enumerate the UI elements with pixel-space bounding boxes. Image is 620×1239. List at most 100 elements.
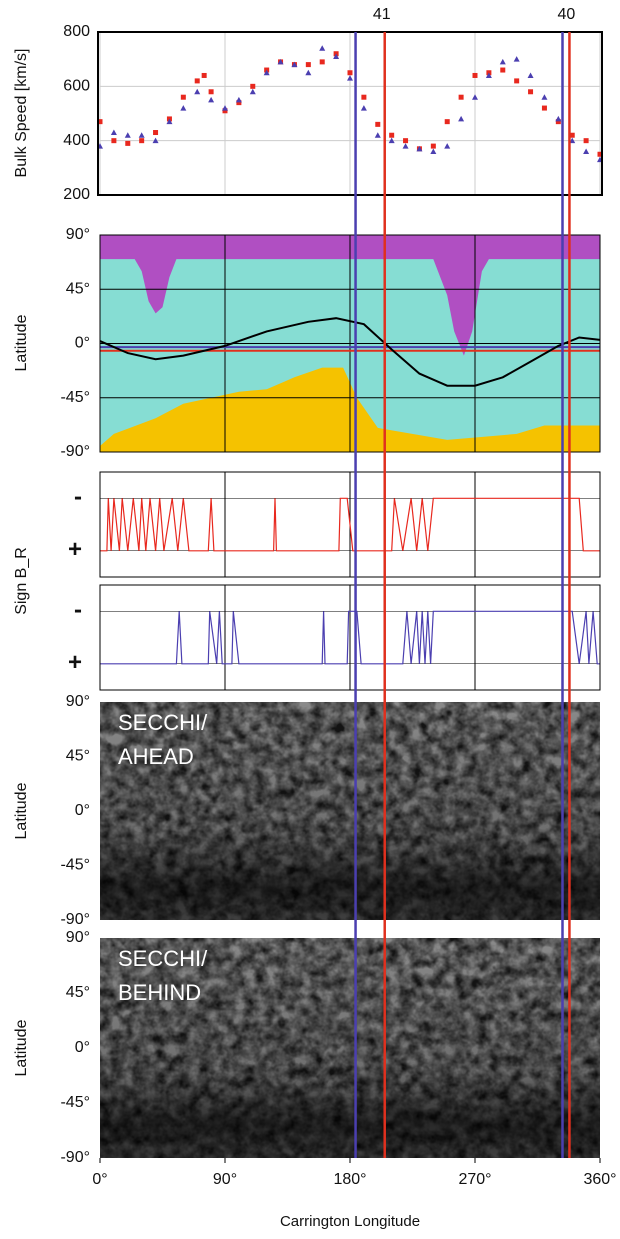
data-point	[555, 115, 562, 122]
data-point	[360, 105, 367, 111]
data-point	[139, 138, 145, 144]
data-point	[291, 61, 298, 68]
data-point	[569, 137, 576, 144]
y-axis-label: Latitude	[13, 782, 30, 839]
data-point	[458, 94, 464, 100]
data-point	[541, 94, 548, 100]
data-point	[514, 78, 520, 84]
y-tick-label: -90°	[60, 911, 90, 928]
sign-line	[100, 497, 600, 552]
data-point	[222, 108, 228, 114]
data-point	[319, 59, 325, 65]
event-label: 41	[373, 6, 391, 23]
data-point	[444, 143, 451, 149]
y-tick-label: 0°	[75, 1039, 90, 1056]
x-tick-label: 0°	[92, 1171, 107, 1188]
x-tick-label: 270°	[458, 1171, 491, 1188]
data-point	[583, 148, 590, 155]
data-point	[194, 78, 200, 84]
data-point	[375, 121, 381, 127]
frame	[99, 471, 601, 578]
y-tick-label: -45°	[60, 857, 90, 874]
data-point	[305, 69, 312, 76]
y-tick-label: -	[74, 484, 82, 511]
y-tick-label: -90°	[60, 443, 90, 460]
data-point	[180, 105, 187, 111]
data-point	[430, 143, 436, 149]
y-tick-label: -45°	[60, 389, 90, 406]
data-point	[222, 105, 228, 111]
data-point	[583, 138, 589, 144]
y-axis-label: Latitude	[13, 1019, 30, 1076]
map-title: BEHIND	[118, 980, 201, 1005]
data-point	[208, 96, 215, 103]
data-point	[236, 100, 242, 106]
data-point	[374, 132, 381, 138]
map-title: AHEAD	[118, 744, 194, 769]
data-point	[500, 67, 506, 73]
data-point	[541, 105, 547, 111]
data-point	[528, 89, 534, 95]
y-tick-label: 45°	[66, 748, 90, 765]
data-point	[555, 119, 561, 125]
frame	[99, 584, 601, 691]
frame	[97, 31, 603, 196]
data-point	[153, 130, 159, 136]
data-point	[201, 72, 207, 78]
data-point	[277, 58, 284, 65]
data-point	[166, 118, 173, 125]
y-tick-label: 90°	[66, 929, 90, 946]
data-point	[249, 88, 256, 95]
data-point	[444, 119, 450, 125]
y-tick-label: 800	[63, 23, 90, 40]
data-point	[388, 137, 395, 144]
data-point	[361, 94, 367, 100]
data-point	[403, 138, 409, 144]
data-point	[389, 132, 395, 138]
data-point	[472, 94, 478, 100]
event-label: 40	[558, 6, 576, 23]
data-point	[152, 137, 159, 144]
y-tick-label: 45°	[66, 280, 90, 297]
data-point	[97, 119, 103, 125]
data-point	[485, 72, 492, 78]
synoptic-texture	[100, 938, 600, 1158]
y-axis-label: Latitude	[13, 314, 30, 371]
y-tick-label: 0°	[75, 802, 90, 819]
y-tick-label: 90°	[66, 226, 90, 243]
y-tick-label: +	[68, 649, 82, 676]
y-tick-label: -45°	[60, 1094, 90, 1111]
synoptic-texture	[100, 702, 600, 920]
data-point	[513, 56, 520, 62]
y-tick-label: -90°	[60, 1149, 90, 1166]
y-tick-label: 45°	[66, 984, 90, 1001]
data-point	[527, 72, 534, 78]
data-point	[347, 70, 353, 76]
data-point	[416, 145, 423, 152]
data-point	[499, 58, 506, 65]
x-tick-label: 180°	[333, 1171, 366, 1188]
data-point	[235, 96, 242, 103]
data-point	[430, 148, 437, 155]
data-point	[180, 94, 186, 100]
data-point	[333, 53, 340, 59]
data-point	[305, 62, 311, 68]
data-point	[124, 132, 131, 138]
data-point	[319, 45, 326, 51]
data-point	[110, 129, 117, 136]
y-tick-label: 400	[63, 132, 90, 149]
data-point	[472, 72, 478, 78]
data-point	[125, 140, 131, 146]
y-tick-label: -	[74, 597, 82, 624]
map-title: SECCHI/	[118, 710, 208, 735]
neutral-line	[99, 317, 601, 387]
data-point	[569, 132, 575, 138]
data-point	[111, 138, 117, 144]
data-point	[263, 69, 270, 76]
data-point	[250, 83, 256, 89]
data-point	[208, 89, 214, 95]
y-tick-label: 0°	[75, 335, 90, 352]
y-tick-label: 200	[63, 186, 90, 203]
data-point	[402, 143, 409, 149]
